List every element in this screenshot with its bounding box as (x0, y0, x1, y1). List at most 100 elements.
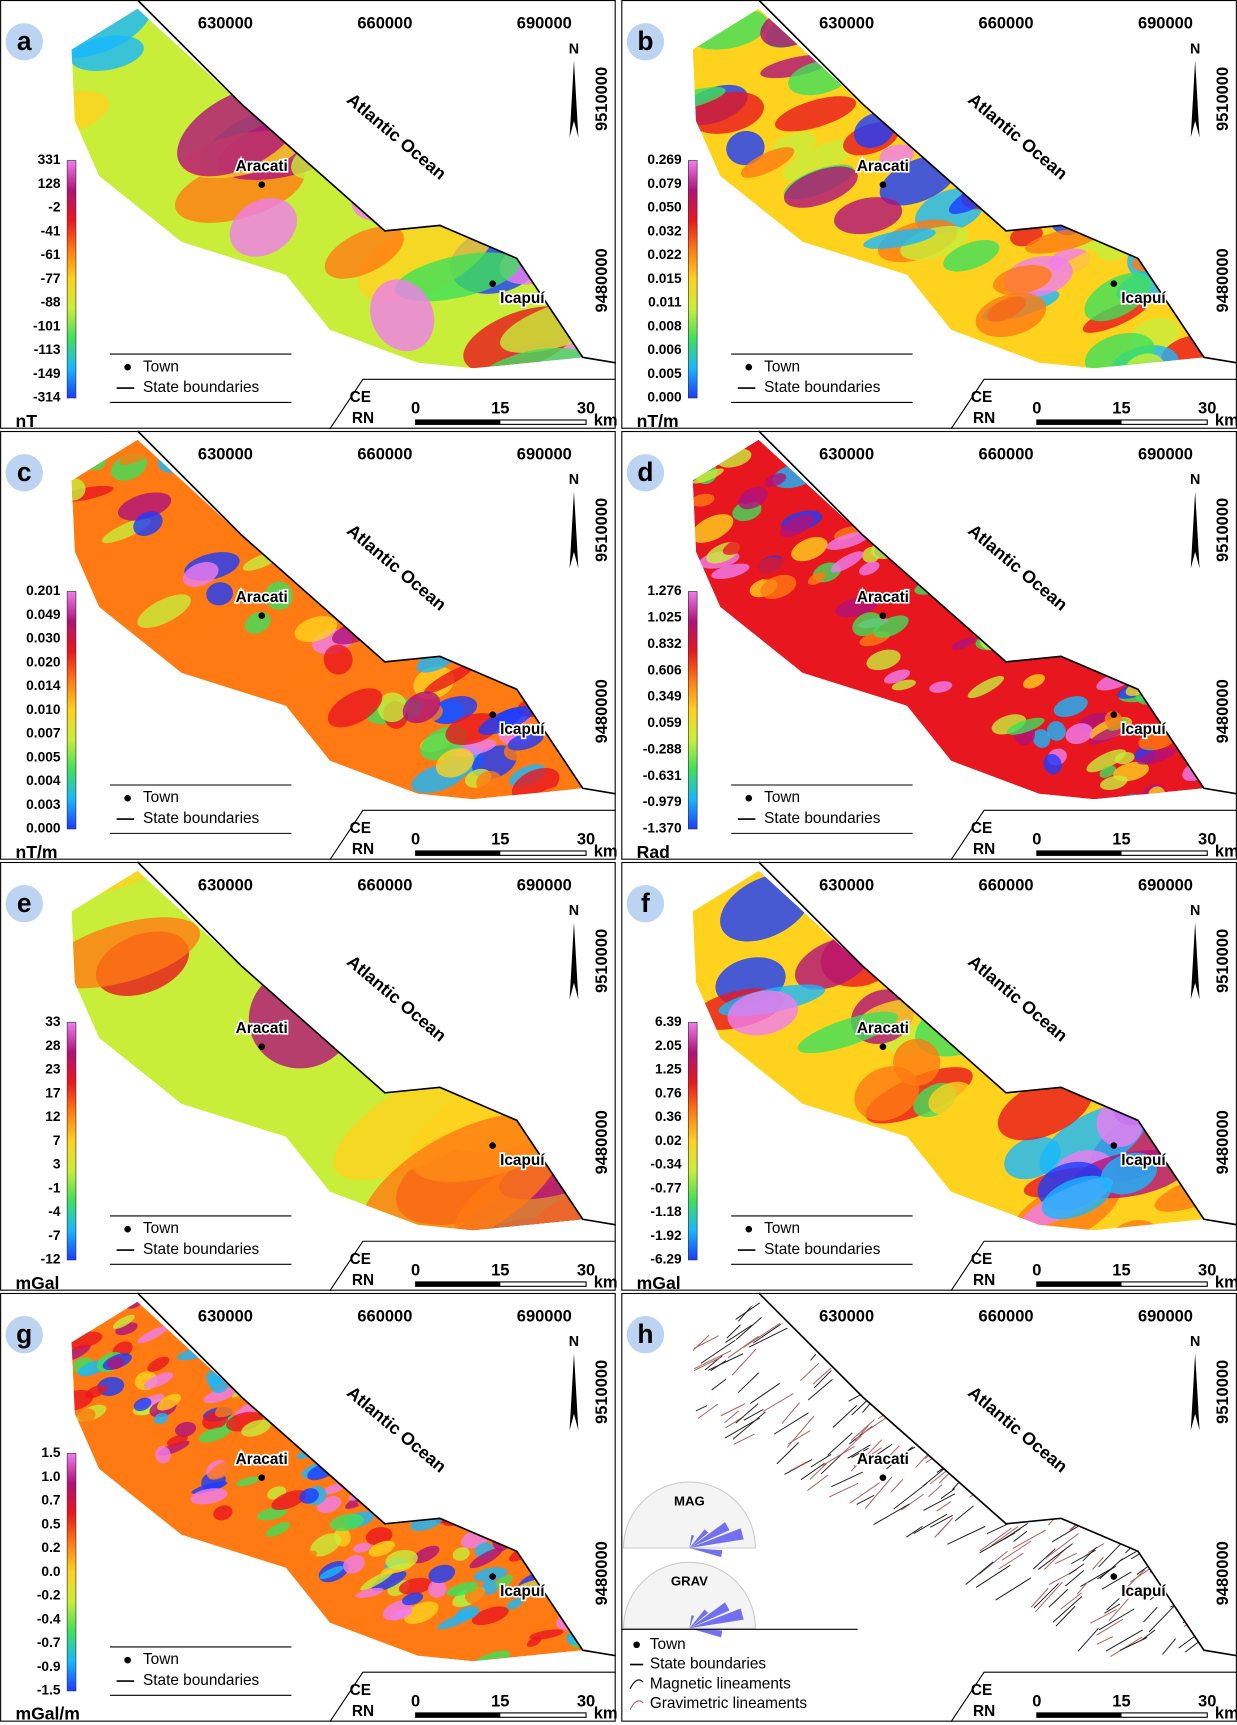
page: {"panels": [ {"letter": "a", "x_labels":… (0, 0, 1237, 1725)
scale-unit: km (1215, 1704, 1237, 1722)
scale-label: 0 (411, 1261, 420, 1279)
colorbar-label: -12 (41, 1252, 61, 1267)
colorbar-label: -1.18 (650, 1204, 682, 1219)
x-coord-label: 660000 (357, 876, 412, 894)
colorbar-label: -88 (41, 295, 61, 310)
colorbar-label: 0.7 (41, 1493, 60, 1508)
colorbar-label: -0.288 (643, 741, 682, 756)
y-coord-label: 9510000 (593, 67, 611, 131)
scale-label: 0 (1032, 830, 1041, 848)
colorbar-label: -101 (33, 318, 61, 333)
state-label: CE (971, 820, 992, 837)
colorbar-unit: nT/m (15, 842, 57, 862)
town-marker (489, 1142, 496, 1149)
scale-label: 30 (1198, 1261, 1216, 1279)
north-label: N (569, 41, 579, 57)
panel-letter: d (637, 457, 653, 487)
colorbar-label: 0.02 (655, 1133, 682, 1148)
town-label: Aracati (236, 1451, 288, 1468)
x-coord-label: 630000 (198, 876, 253, 894)
colorbar-label: 1.25 (655, 1062, 682, 1077)
colorbar-label: 331 (38, 152, 61, 167)
x-coord-label: 630000 (198, 15, 253, 33)
panel-letter: f (641, 888, 650, 918)
town-marker (880, 1043, 887, 1050)
state-label: RN (352, 841, 374, 858)
state-label: RN (973, 1703, 995, 1720)
colorbar-label: 0.201 (26, 583, 61, 598)
scale-unit: km (1215, 842, 1237, 860)
colorbar-label: -1.92 (650, 1228, 682, 1243)
colorbar-label: 0.005 (647, 366, 682, 381)
y-coord-label: 9480000 (1214, 1110, 1232, 1174)
legend-entry: Gravimetric lineaments (650, 1695, 808, 1712)
town-label: Icapuí (1121, 721, 1166, 738)
legend-town-symbol (124, 1657, 131, 1664)
legend-entry: State boundaries (764, 379, 881, 396)
colorbar-label: 0.049 (26, 607, 61, 622)
colorbar-label: 128 (38, 176, 61, 191)
scale-bar-fill (1037, 1282, 1122, 1286)
scale-unit: km (594, 1704, 618, 1722)
scale-label: 30 (577, 1692, 595, 1710)
colorbar-label: 1.025 (647, 610, 682, 625)
y-coord-label: 9480000 (1214, 1541, 1232, 1605)
north-label: N (1190, 903, 1200, 919)
y-coord-label: 9510000 (593, 498, 611, 562)
town-marker (258, 1043, 265, 1050)
panel: f63000066000069000095100009480000NAtlant… (622, 860, 1237, 1326)
colorbar-label: -6.29 (650, 1252, 682, 1267)
colorbar (67, 161, 76, 398)
x-coord-label: 690000 (1138, 876, 1193, 894)
colorbar-label: -4 (48, 1204, 61, 1219)
town-marker (489, 711, 496, 718)
colorbar-label: -61 (41, 247, 61, 262)
north-label: N (1190, 1334, 1200, 1350)
colorbar-label: -0.77 (650, 1180, 682, 1195)
colorbar-label: 0.050 (647, 200, 682, 215)
town-marker (1110, 1142, 1117, 1149)
town-label: Icapuí (500, 721, 545, 738)
colorbar-label: -0.631 (643, 768, 682, 783)
colorbar-label: 0.020 (26, 654, 61, 669)
scale-label: 15 (1112, 830, 1130, 848)
legend-town-symbol (633, 1641, 640, 1648)
legend-town-symbol (745, 364, 752, 371)
state-label: CE (971, 1251, 992, 1268)
state-label: RN (352, 1703, 374, 1720)
x-coord-label: 630000 (198, 446, 253, 464)
legend-entry: State boundaries (764, 810, 881, 827)
colorbar-label: 0.032 (647, 223, 682, 238)
scale-bar-fill (1037, 851, 1122, 855)
colorbar-label: 0.015 (647, 271, 682, 286)
town-marker (258, 181, 265, 188)
colorbar-label: 0.5 (41, 1516, 60, 1531)
town-label: Icapuí (500, 1583, 545, 1600)
colorbar-label: 2.05 (655, 1038, 682, 1053)
town-marker (880, 612, 887, 619)
town-marker (258, 612, 265, 619)
legend-entry: Town (764, 789, 800, 806)
colorbar-label: 0.030 (26, 631, 61, 646)
scale-label: 15 (1112, 399, 1130, 417)
colorbar-label: 0.2 (41, 1540, 60, 1555)
colorbar-label: -1.370 (643, 821, 682, 836)
scale-unit: km (594, 1273, 618, 1291)
north-label: N (569, 903, 579, 919)
colorbar-label: 0.36 (655, 1109, 682, 1124)
y-coord-label: 9480000 (1214, 679, 1232, 743)
scale-label: 15 (491, 1261, 509, 1279)
scale-unit: km (1215, 411, 1237, 429)
scale-label: 15 (491, 399, 509, 417)
panel-letter: b (637, 26, 653, 56)
colorbar-unit: Rad (637, 842, 670, 862)
colorbar-label: 23 (45, 1062, 61, 1077)
colorbar-label: -0.979 (643, 794, 682, 809)
scale-label: 0 (411, 1692, 420, 1710)
legend-town-symbol (124, 364, 131, 371)
colorbar-label: 0.269 (647, 152, 682, 167)
x-coord-label: 690000 (1138, 15, 1193, 33)
panel: d63000066000069000095100009480000NAtlant… (622, 404, 1237, 862)
legend-entry: State boundaries (143, 810, 260, 827)
town-marker (489, 1573, 496, 1580)
